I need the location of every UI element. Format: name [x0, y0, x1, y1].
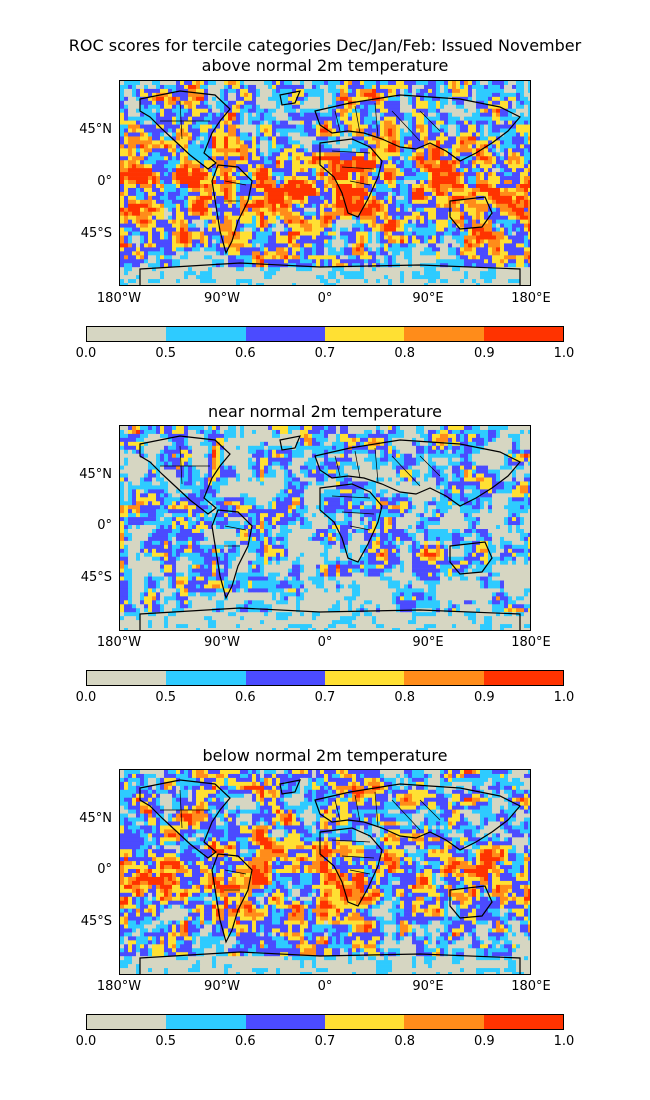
colorbar-segment-3 — [324, 327, 405, 341]
colorbar-tick-label: 0.6 — [234, 1034, 256, 1049]
colorbar-tick-label: 0.0 — [75, 1034, 97, 1049]
colorbar-tick-label: 1.0 — [553, 346, 575, 361]
colorbar-tick-label: 0.7 — [314, 690, 336, 705]
lon-label-0: 0° — [317, 979, 333, 994]
map-above-normal — [119, 80, 531, 286]
lon-label-180e: 180°E — [511, 291, 551, 306]
colorbar-segment-0 — [87, 671, 167, 685]
lat-label-45n: 45°N — [79, 467, 112, 482]
colorbar-tick-label: 0.5 — [155, 690, 176, 705]
score-field — [120, 770, 530, 974]
lat-label-45s: 45°S — [80, 226, 112, 241]
colorbar-1 — [86, 326, 564, 342]
colorbar-tick-label: 0.6 — [234, 346, 256, 361]
lon-label-180w: 180°W — [96, 635, 142, 650]
lat-label-0: 0° — [97, 174, 112, 189]
lon-label-180w: 180°W — [96, 979, 142, 994]
colorbar-tick-label: 0.7 — [314, 346, 336, 361]
map-below-normal — [119, 769, 531, 975]
lon-label-90w: 90°W — [204, 635, 240, 650]
lon-label-90e: 90°E — [412, 979, 444, 994]
colorbar-tick-label: 0.8 — [394, 1034, 415, 1049]
lon-label-90w: 90°W — [204, 291, 240, 306]
colorbar-segment-1 — [166, 1015, 246, 1029]
colorbar-segment-4 — [404, 327, 484, 341]
coastlines — [139, 435, 521, 630]
colorbar-tick-label: 0.9 — [473, 346, 495, 361]
lon-label-0: 0° — [317, 291, 333, 306]
lat-label-0: 0° — [97, 862, 112, 877]
lon-label-0: 0° — [317, 635, 333, 650]
colorbar-segment-1 — [166, 671, 246, 685]
colorbar-tick-label: 0.9 — [473, 690, 495, 705]
colorbar-segment-2 — [245, 327, 325, 341]
colorbar-tick-label: 0.8 — [394, 690, 415, 705]
colorbar-segment-3 — [324, 671, 405, 685]
lon-label-90w: 90°W — [204, 979, 240, 994]
panel-title-above-normal: above normal 2m temperature — [201, 56, 449, 75]
colorbar-tick-label: 0.0 — [75, 690, 97, 705]
colorbar-segment-1 — [166, 327, 246, 341]
score-field — [120, 81, 530, 285]
lat-label-45s: 45°S — [80, 914, 112, 929]
lat-label-45n: 45°N — [79, 122, 112, 137]
colorbar-tick-label: 0.0 — [75, 346, 97, 361]
colorbar-segment-2 — [245, 1015, 325, 1029]
score-field — [120, 426, 530, 630]
colorbar-segment-4 — [404, 671, 484, 685]
coastlines — [139, 90, 521, 285]
map-near-normal — [119, 425, 531, 631]
colorbar-segment-5 — [483, 671, 563, 685]
lon-label-180e: 180°E — [511, 979, 551, 994]
lon-label-180e: 180°E — [511, 635, 551, 650]
figure-title: ROC scores for tercile categories Dec/Ja… — [68, 36, 582, 55]
colorbar-segment-4 — [404, 1015, 484, 1029]
panel-title-below-normal: below normal 2m temperature — [202, 746, 448, 765]
lat-label-45s: 45°S — [80, 570, 112, 585]
lon-label-90e: 90°E — [412, 635, 444, 650]
colorbar-tick-label: 0.8 — [394, 346, 415, 361]
colorbar-tick-label: 0.7 — [314, 1034, 336, 1049]
colorbar-tick-label: 0.5 — [155, 346, 176, 361]
colorbar-tick-label: 1.0 — [553, 690, 575, 705]
colorbar-segment-0 — [87, 1015, 167, 1029]
colorbar-tick-label: 1.0 — [553, 1034, 575, 1049]
colorbar-segment-5 — [483, 1015, 563, 1029]
lat-label-0: 0° — [97, 518, 112, 533]
lat-label-45n: 45°N — [79, 811, 112, 826]
coastlines — [139, 779, 521, 974]
colorbar-segment-2 — [245, 671, 325, 685]
colorbar-segment-0 — [87, 327, 167, 341]
colorbar-2 — [86, 670, 564, 686]
colorbar-tick-label: 0.6 — [234, 690, 256, 705]
colorbar-3 — [86, 1014, 564, 1030]
colorbar-tick-label: 0.9 — [473, 1034, 495, 1049]
panel-title-near-normal: near normal 2m temperature — [207, 402, 443, 421]
lon-label-90e: 90°E — [412, 291, 444, 306]
colorbar-segment-5 — [483, 327, 563, 341]
colorbar-tick-label: 0.5 — [155, 1034, 176, 1049]
colorbar-segment-3 — [324, 1015, 405, 1029]
lon-label-180w: 180°W — [96, 291, 142, 306]
